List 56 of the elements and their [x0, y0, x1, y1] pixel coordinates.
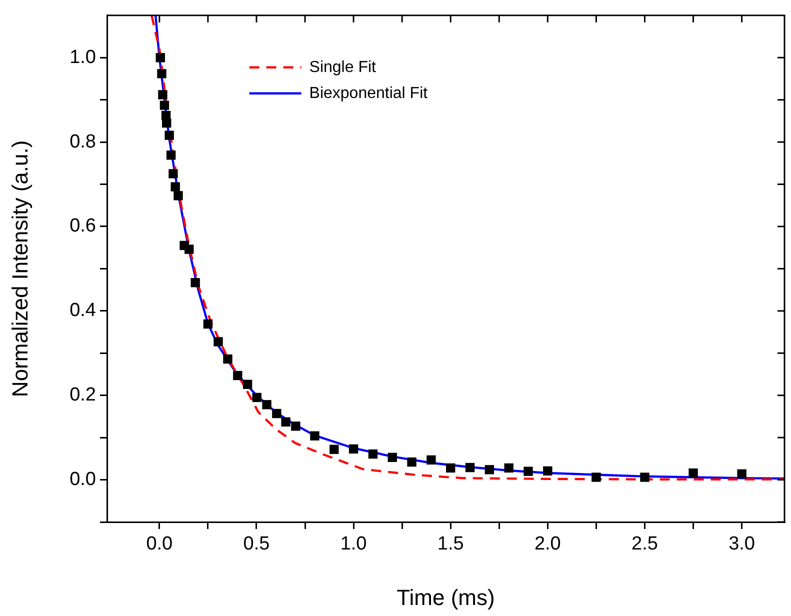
- y-tick-label: 0.8: [70, 131, 96, 152]
- point: [640, 472, 650, 482]
- point: [291, 422, 300, 431]
- y-axis-title: Normalized Intensity (a.u.): [7, 140, 32, 398]
- point: [262, 400, 272, 410]
- point: [524, 466, 533, 476]
- point: [543, 466, 552, 476]
- point: [184, 244, 194, 254]
- x-tick-label: 1.5: [437, 534, 464, 555]
- point: [310, 431, 320, 440]
- point: [330, 444, 339, 454]
- y-tick-label: 0.6: [70, 216, 96, 237]
- point: [484, 465, 494, 474]
- x-tick-label: 0.0: [146, 534, 173, 555]
- y-tick-label: 0.2: [70, 384, 96, 406]
- point: [168, 169, 178, 178]
- point: [156, 53, 165, 62]
- point: [170, 182, 180, 192]
- point: [504, 463, 514, 473]
- point: [407, 457, 416, 467]
- point: [166, 150, 176, 160]
- point: [214, 337, 223, 346]
- point: [688, 468, 698, 478]
- legend-label: Biexponential Fit: [309, 84, 428, 102]
- point: [388, 452, 397, 462]
- y-tick-label: 1.0: [70, 46, 96, 68]
- point: [233, 370, 242, 380]
- x-tick-label: 0.5: [243, 534, 270, 555]
- point: [465, 462, 475, 472]
- point: [158, 90, 168, 100]
- point: [157, 69, 166, 78]
- point: [737, 469, 746, 478]
- x-tick-label: 3.0: [728, 534, 756, 555]
- point: [160, 100, 170, 110]
- point: [252, 392, 262, 402]
- point: [203, 319, 213, 329]
- point: [164, 130, 174, 140]
- point: [348, 444, 358, 454]
- x-tick-label: 1.0: [340, 534, 367, 555]
- point: [174, 191, 183, 200]
- legend-label: Single Fit: [309, 58, 377, 76]
- point: [281, 417, 290, 427]
- y-tick-label: 0.4: [70, 300, 96, 322]
- point: [592, 472, 601, 482]
- x-tick-label: 2.0: [534, 534, 561, 555]
- x-tick-label: 2.5: [632, 534, 658, 555]
- point: [190, 278, 200, 288]
- x-axis-title: Time (ms): [396, 584, 495, 610]
- point: [242, 380, 252, 389]
- point: [368, 449, 378, 459]
- point: [426, 455, 436, 465]
- point: [223, 354, 232, 364]
- y-tick-label: 0.0: [70, 469, 96, 490]
- point: [162, 118, 172, 128]
- point: [272, 408, 282, 418]
- point: [446, 463, 456, 473]
